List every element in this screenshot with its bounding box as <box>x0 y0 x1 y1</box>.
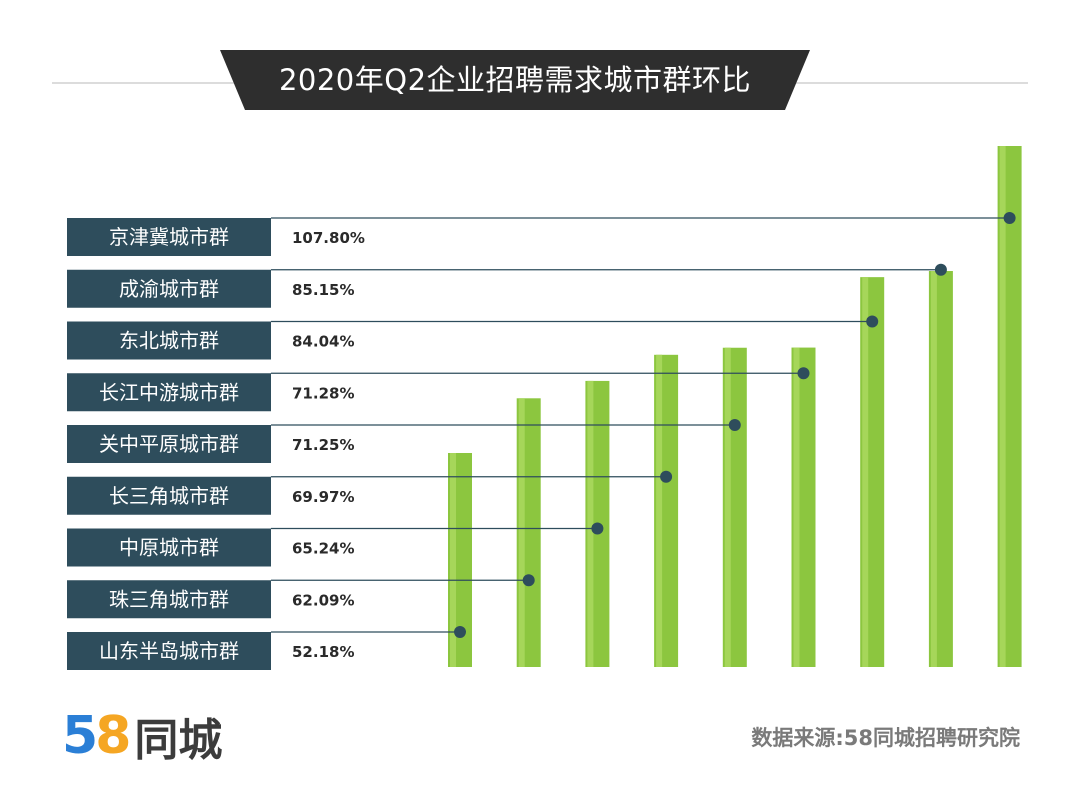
bar-highlight-8 <box>930 271 937 667</box>
category-box-7 <box>67 528 271 567</box>
data-source: 数据来源:58同城招聘研究院 <box>751 726 1020 750</box>
category-label-6: 长三角城市群 <box>109 484 229 508</box>
logo-number: 58 <box>62 706 131 766</box>
category-box-1 <box>67 218 271 256</box>
category-box-4 <box>67 373 271 412</box>
title-rule-left <box>52 82 252 84</box>
leader-marker-1 <box>1003 212 1016 224</box>
value-label-8: 62.09% <box>292 591 354 609</box>
value-label-1: 107.80% <box>292 229 365 247</box>
category-box-9 <box>67 632 271 670</box>
category-label-5: 关中平原城市群 <box>99 432 239 456</box>
leader-marker-7 <box>591 522 604 535</box>
bar-highlight-7 <box>862 277 869 667</box>
title-rule-right <box>780 82 1028 84</box>
category-label-1: 京津冀城市群 <box>109 225 229 249</box>
category-label-9: 山东半岛城市群 <box>99 639 239 663</box>
value-label-2: 85.15% <box>292 281 354 299</box>
category-box-2 <box>67 269 271 308</box>
leader-marker-3 <box>866 315 879 328</box>
brand-logo: 58 同城 <box>62 704 222 768</box>
value-label-5: 71.25% <box>292 436 354 454</box>
value-label-7: 65.24% <box>292 540 354 558</box>
chart-title: 2020年Q2企业招聘需求城市群环比 <box>278 63 752 97</box>
leader-marker-8 <box>522 574 535 587</box>
value-label-9: 52.18% <box>292 643 354 661</box>
title-banner: 2020年Q2企业招聘需求城市群环比 <box>220 50 810 110</box>
bar-highlight-2 <box>518 398 525 667</box>
category-label-3: 东北城市群 <box>119 329 219 353</box>
bar-highlight-6 <box>793 347 800 667</box>
bar-highlight-3 <box>587 380 594 667</box>
category-box-3 <box>67 321 271 360</box>
category-label-7: 中原城市群 <box>119 536 219 560</box>
logo-digit-5: 5 <box>62 706 98 766</box>
leader-marker-9 <box>454 626 466 638</box>
category-label-2: 成渝城市群 <box>119 277 219 301</box>
logo-name: 同城 <box>134 715 223 766</box>
leader-marker-6 <box>660 470 673 483</box>
bar-highlight-9 <box>999 146 1006 667</box>
leader-marker-2 <box>934 263 947 276</box>
leader-marker-5 <box>728 419 741 431</box>
bar-highlight-4 <box>656 354 663 667</box>
category-box-5 <box>67 425 271 463</box>
category-label-8: 珠三角城市群 <box>109 587 229 611</box>
bar-highlight-5 <box>724 347 731 667</box>
logo-digit-8: 8 <box>95 706 131 766</box>
value-label-6: 69.97% <box>292 488 354 506</box>
value-label-3: 84.04% <box>292 333 354 351</box>
category-label-4: 长江中游城市群 <box>99 380 239 404</box>
bar-highlight-1 <box>450 453 456 667</box>
leader-marker-4 <box>797 367 810 380</box>
value-label-4: 71.28% <box>292 384 354 402</box>
category-box-6 <box>67 476 271 515</box>
category-box-8 <box>67 580 271 619</box>
